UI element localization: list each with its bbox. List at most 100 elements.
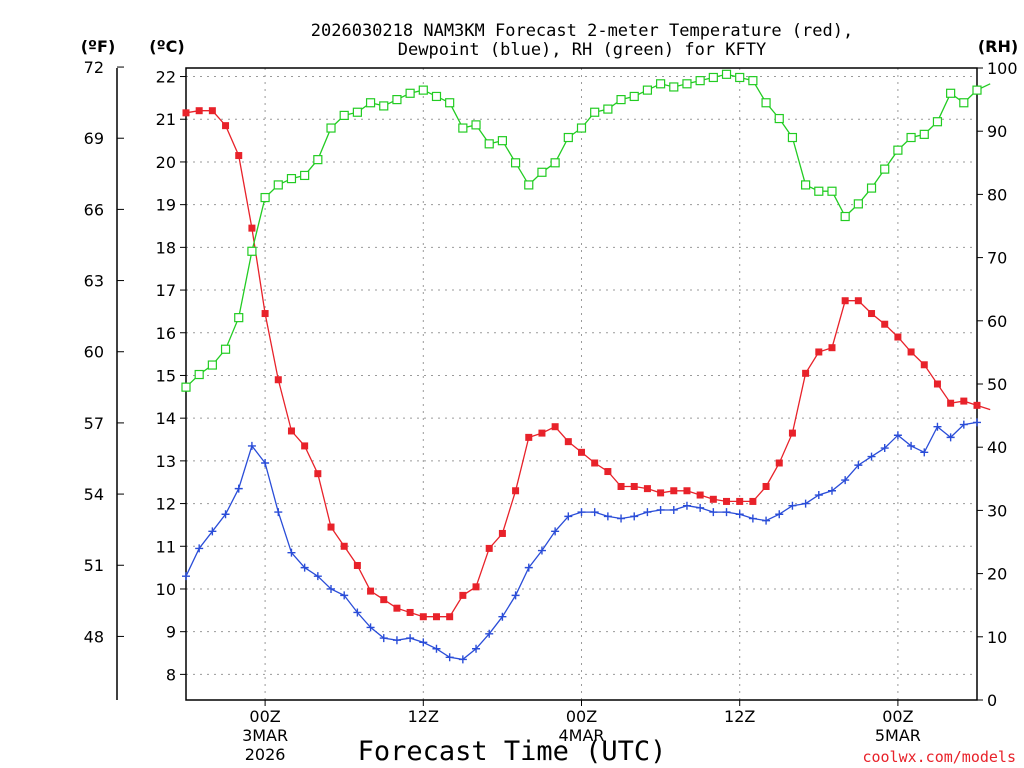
rh-point <box>880 164 890 174</box>
dewpoint-point <box>933 422 942 431</box>
celsius-tick-label: 12 <box>156 495 176 514</box>
dewpoint-point <box>406 634 415 643</box>
axes <box>116 67 978 701</box>
rh-point <box>959 98 969 108</box>
rh-point <box>431 91 442 102</box>
temperature-point <box>182 109 190 117</box>
rh-point <box>537 167 547 177</box>
dewpoint-point <box>511 591 520 600</box>
dewpoint-point <box>432 644 441 653</box>
temperature-point <box>907 348 915 356</box>
dewpoint-point <box>537 546 546 555</box>
rh-point <box>313 155 323 165</box>
celsius-tick-label: 22 <box>156 68 176 87</box>
rh-point <box>774 113 784 124</box>
celsius-tick-label: 20 <box>156 153 176 172</box>
rh-point <box>893 145 903 155</box>
x-tick-label: 12Z <box>408 707 439 726</box>
dewpoint-point <box>775 510 784 519</box>
rh-tick-label: 60 <box>987 312 1007 331</box>
rh-tick-label: 40 <box>987 438 1007 457</box>
temperature-point <box>775 459 783 467</box>
dewpoint-point <box>340 591 349 600</box>
rh-point <box>972 85 982 95</box>
temperature-point <box>828 344 836 352</box>
rh-point <box>906 132 916 143</box>
dewpoint-point <box>247 441 256 450</box>
temperature-point <box>604 468 612 476</box>
dewpoint-point <box>313 572 322 581</box>
rh-point <box>379 101 389 111</box>
rh-point <box>801 180 811 190</box>
credit-text: coolwx.com/models <box>862 748 1016 766</box>
rh-point <box>352 107 362 117</box>
rh-point <box>616 94 626 105</box>
rh-tick-label: 70 <box>987 249 1007 268</box>
temperature-point <box>709 495 717 503</box>
rh-point <box>458 123 468 133</box>
grid-lines <box>186 68 977 700</box>
celsius-tick-label: 14 <box>156 409 176 428</box>
temperature-point <box>815 348 823 356</box>
rh-point <box>840 211 850 222</box>
fahrenheit-tick-label: 66 <box>84 200 104 219</box>
dewpoint-point <box>327 584 336 593</box>
rh-point <box>708 72 718 83</box>
dewpoint-point <box>920 448 929 457</box>
celsius-tick-label: 18 <box>156 238 176 257</box>
rh-point <box>365 98 376 108</box>
dewpoint-point <box>577 508 586 517</box>
temperature-point <box>788 429 796 437</box>
temperature-point <box>841 297 849 305</box>
dewpoint-point <box>814 491 823 500</box>
dewpoint-point <box>445 653 454 662</box>
temperature-point <box>459 591 467 599</box>
temperature-point <box>485 544 493 552</box>
rh-point <box>590 107 600 117</box>
dewpoint-point <box>366 623 375 632</box>
dewpoint-point <box>182 572 190 581</box>
temperature-point <box>683 487 691 495</box>
celsius-tick-label: 9 <box>166 623 176 642</box>
dewpoint-point <box>788 501 797 510</box>
celsius-tick-label: 16 <box>156 324 176 343</box>
dewpoint-point <box>485 629 494 638</box>
temperature-point <box>762 482 770 490</box>
temperature-point <box>736 497 744 505</box>
rh-tick-label: 10 <box>987 628 1007 647</box>
rh-point <box>932 117 943 127</box>
dewpoint-point <box>379 634 388 643</box>
dewpoint-point <box>656 505 665 514</box>
temperature-point <box>551 423 559 431</box>
dewpoint-point <box>392 636 401 645</box>
rh-point <box>286 174 297 184</box>
temperature-point <box>248 224 256 232</box>
rh-point <box>721 69 732 79</box>
dewpoint-point <box>274 508 283 517</box>
fahrenheit-tick-label: 48 <box>84 627 104 646</box>
series-rh <box>181 69 991 392</box>
temperature-point <box>340 542 348 550</box>
fahrenheit-tick-label: 63 <box>84 272 104 291</box>
temperature-point <box>881 320 889 328</box>
rh-point <box>735 72 745 83</box>
temperature-point <box>274 376 282 384</box>
celsius-tick-label: 19 <box>156 196 176 215</box>
temperature-point <box>314 470 322 478</box>
dewpoint-point <box>353 608 362 617</box>
temperature-point <box>525 433 533 441</box>
x-tick-date-label: 3MAR <box>242 726 288 745</box>
rh-point <box>748 76 758 86</box>
temperature-point <box>446 613 454 621</box>
temperature-point <box>723 497 731 505</box>
rh-point <box>866 183 877 193</box>
celsius-tick-label: 10 <box>156 580 176 599</box>
x-tick-year-label: 2026 <box>245 745 286 764</box>
dewpoint-point <box>630 512 639 521</box>
dewpoint-point <box>590 508 599 517</box>
rh-point <box>603 104 613 114</box>
dewpoint-point <box>300 563 309 572</box>
temperature-point <box>472 583 480 591</box>
x-tick-date-label: 5MAR <box>875 726 921 745</box>
dewpoint-point <box>946 433 955 442</box>
